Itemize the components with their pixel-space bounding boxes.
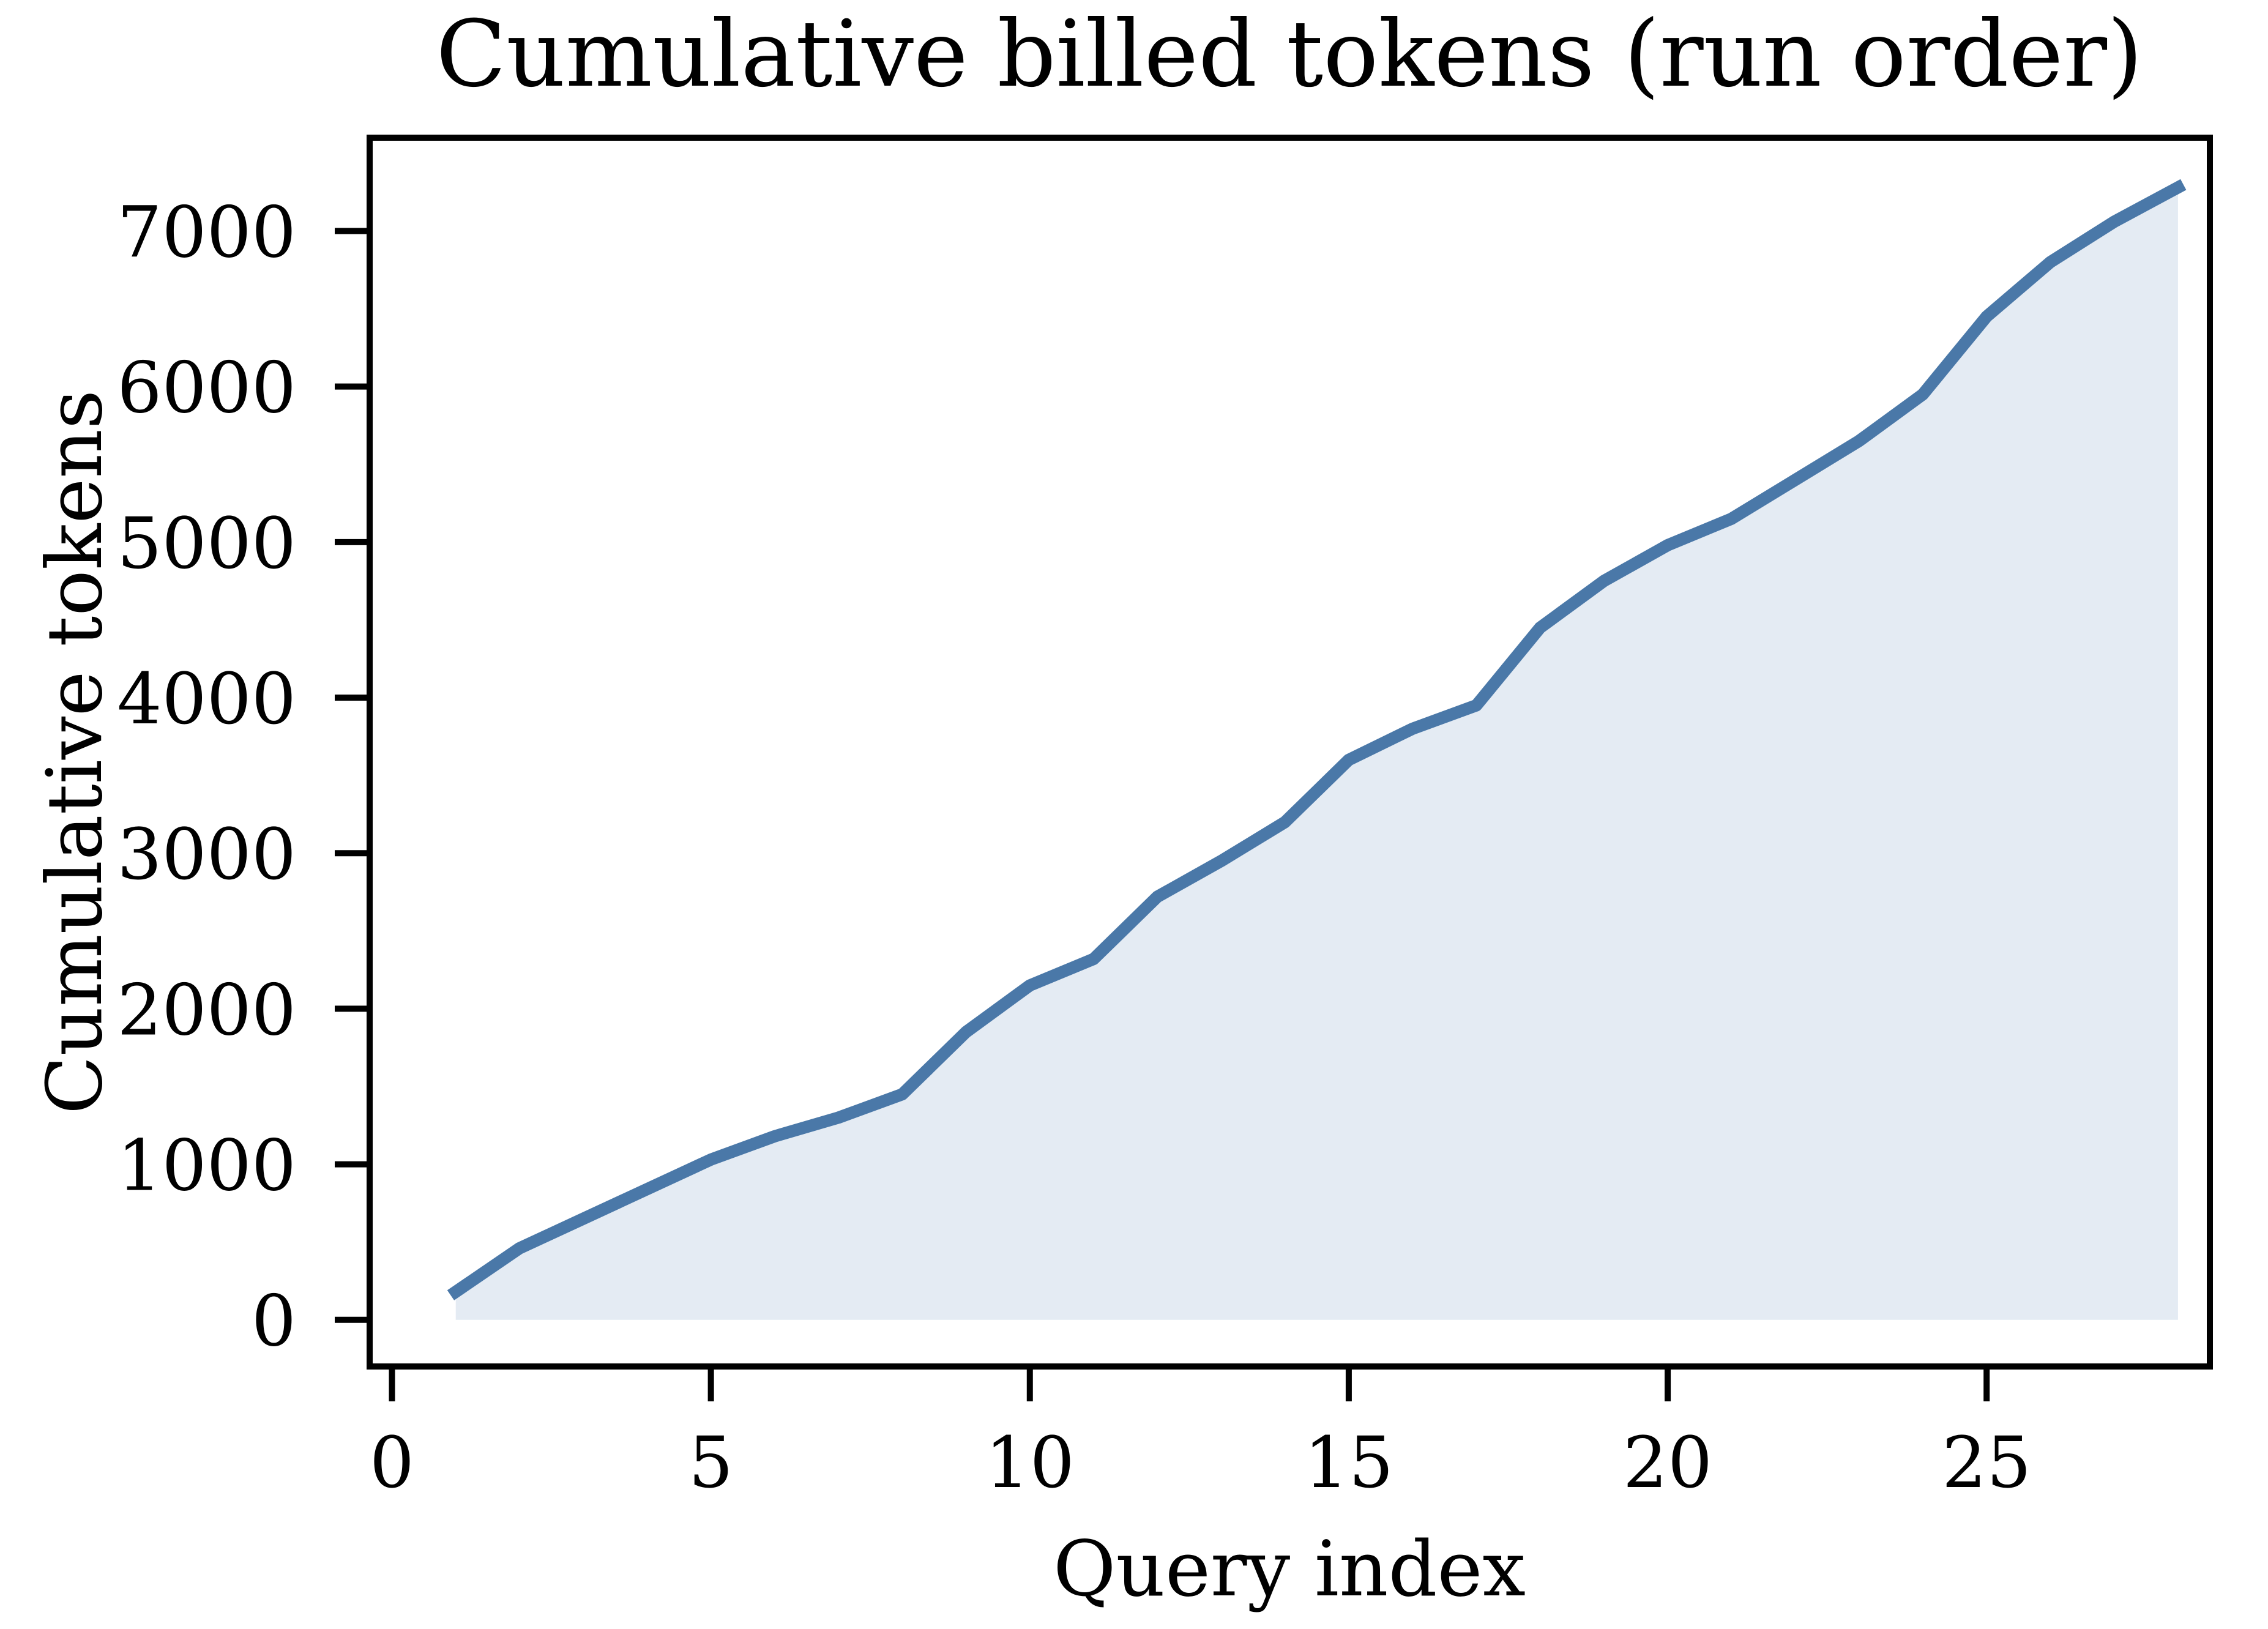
y-axis-ticks: 0 1000 2000 3000 4000 5000 6000 7000 — [117, 192, 370, 1363]
x-axis-label: Query index — [1053, 1525, 1526, 1614]
x-tick-label: 25 — [1942, 1422, 2031, 1504]
y-tick-label: 4000 — [117, 658, 296, 740]
y-tick-label: 7000 — [117, 192, 296, 274]
x-axis-ticks: 0 5 10 15 20 25 — [370, 1366, 2031, 1504]
y-tick-label: 6000 — [117, 348, 296, 430]
area-fill — [455, 187, 2178, 1320]
y-tick-label: 5000 — [117, 503, 296, 585]
x-tick-label: 0 — [370, 1422, 414, 1504]
x-tick-label: 5 — [688, 1422, 733, 1504]
plot-border — [367, 135, 2213, 1370]
y-tick-label: 2000 — [117, 969, 296, 1051]
x-tick-label: 20 — [1623, 1422, 1712, 1504]
x-tick-label: 10 — [985, 1422, 1075, 1504]
y-axis-label: Cumulative tokens — [31, 390, 119, 1114]
y-tick-label: 1000 — [117, 1125, 296, 1207]
y-tick-label: 3000 — [117, 814, 296, 896]
x-tick-label: 15 — [1304, 1422, 1393, 1504]
series-line — [447, 179, 2187, 1300]
chart-title: Cumulative billed tokens (run order) — [436, 1, 2143, 108]
y-tick-label: 0 — [252, 1281, 296, 1363]
